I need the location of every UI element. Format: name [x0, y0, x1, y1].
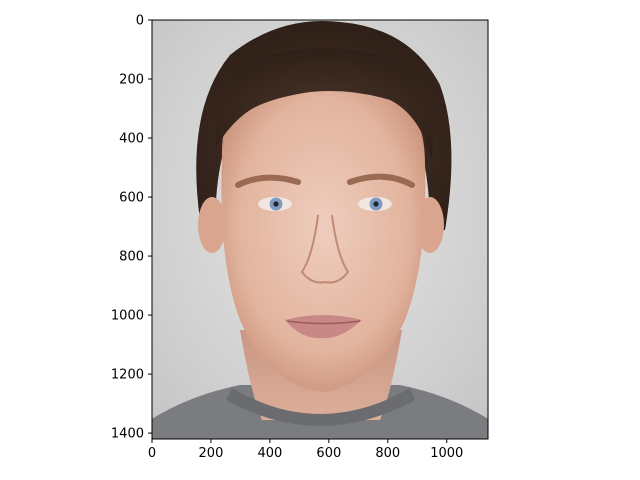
x-tick-label: 1000: [430, 446, 463, 461]
x-tick-label: 0: [148, 446, 156, 461]
x-tick-label: 200: [199, 446, 224, 461]
y-tick-label: 0: [136, 14, 144, 29]
collar: [226, 388, 415, 426]
left-eyebrow: [235, 174, 301, 188]
lip-line: [286, 320, 361, 325]
face: [221, 90, 426, 392]
right-eyebrow: [347, 173, 415, 188]
y-axis-ticks: 0 200 400 600 800 1000 1200 1400: [111, 14, 152, 442]
right-pupil: [373, 201, 379, 207]
y-tick-label: 600: [119, 191, 144, 206]
y-tick-label: 200: [119, 73, 144, 88]
x-tick-label: 600: [316, 446, 341, 461]
x-tick-label: 400: [257, 446, 282, 461]
y-tick-label: 1000: [111, 309, 144, 324]
nose: [300, 214, 350, 284]
x-tick-label: 800: [375, 446, 400, 461]
left-pupil: [273, 201, 279, 207]
y-tick-label: 1400: [111, 427, 144, 442]
hair-fringe: [215, 48, 434, 160]
lips: [285, 315, 362, 339]
portrait-image: [152, 20, 488, 439]
y-tick-label: 1200: [111, 368, 144, 383]
y-tick-label: 400: [119, 132, 144, 147]
left-ear: [198, 197, 226, 253]
y-tick-label: 800: [119, 250, 144, 265]
x-axis-ticks: 0 200 400 600 800 1000: [148, 439, 463, 461]
axes-frame: [151, 19, 489, 440]
